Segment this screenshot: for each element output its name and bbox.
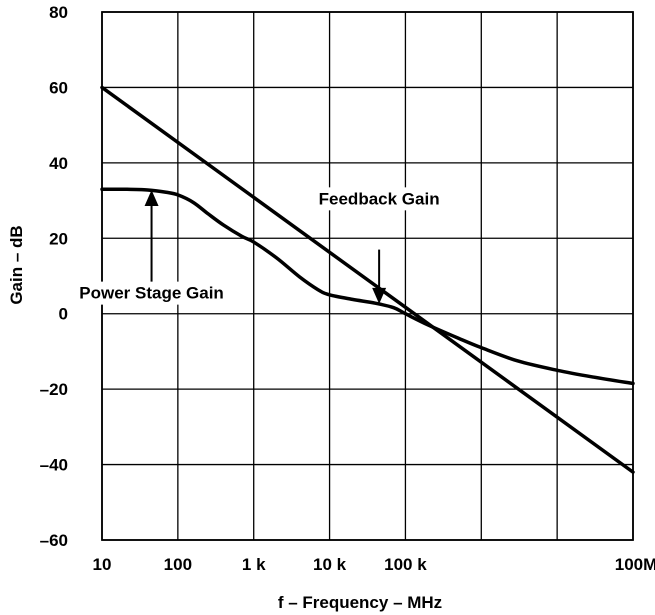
y-tick-label: –60 <box>40 531 68 550</box>
x-tick-label: 1 k <box>242 555 266 574</box>
annotation-feedback: Feedback Gain <box>319 189 440 208</box>
y-tick-label: –20 <box>40 380 68 399</box>
tick-labels: 10 100 1 k 10 k 100 k 100M 80 60 40 20 0 –20 –40 –60 <box>40 3 655 574</box>
annotation-arrowhead <box>372 287 387 304</box>
series-line-curved <box>100 187 635 386</box>
annotations: Power Stage Gain Feedback Gain <box>75 187 444 305</box>
series-line-straight <box>100 85 635 474</box>
annotation-label-background <box>75 281 228 305</box>
y-tick-label: 20 <box>49 229 68 248</box>
y-tick-label: –40 <box>40 456 68 475</box>
x-tick-label: 100 <box>164 555 192 574</box>
annotation-power: Power Stage Gain <box>79 284 224 303</box>
x-tick-label: 100 k <box>384 555 427 574</box>
series-layer <box>100 85 635 474</box>
x-tick-label: 100M <box>615 555 655 574</box>
y-tick-label: 0 <box>59 305 68 324</box>
annotation-arrowhead <box>144 190 159 207</box>
y-axis-title: Gain – dB <box>7 225 26 304</box>
x-axis-title: f – Frequency – MHz <box>278 593 442 612</box>
y-tick-label: 80 <box>49 3 68 22</box>
annotation-label-background <box>314 187 444 211</box>
y-tick-label: 60 <box>49 78 68 97</box>
plot-frame <box>101 11 634 541</box>
x-tick-label: 10 <box>93 555 112 574</box>
grid <box>101 11 634 541</box>
y-tick-label: 40 <box>49 154 68 173</box>
x-tick-label: 10 k <box>313 555 347 574</box>
